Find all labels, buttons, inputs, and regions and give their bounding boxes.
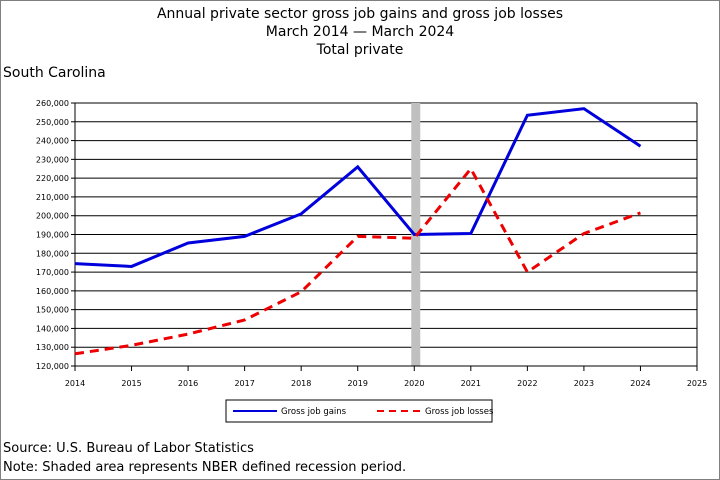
chart-subtitle-dates: March 2014 — March 2024 bbox=[265, 24, 455, 40]
y-tick-label: 180,000 bbox=[36, 249, 69, 258]
legend-box bbox=[225, 399, 493, 423]
y-tick-label: 260,000 bbox=[36, 99, 69, 108]
x-tick-label: 2021 bbox=[461, 379, 481, 388]
chart-subtitle-category: Total private bbox=[316, 42, 404, 58]
source-note: Source: U.S. Bureau of Labor Statistics bbox=[3, 441, 254, 456]
x-tick-label: 2019 bbox=[348, 379, 368, 388]
y-tick-label: 220,000 bbox=[36, 174, 69, 183]
x-tick-label: 2022 bbox=[517, 379, 537, 388]
axis-layer: 120,000 130,000 140,000 150,000 160,000 170,0… bbox=[36, 99, 707, 388]
legend: Gross job gains Gross job losses bbox=[225, 399, 494, 423]
recession-note: Note: Shaded area represents NBER define… bbox=[3, 460, 407, 475]
legend-label-losses: Gross job losses bbox=[425, 407, 494, 417]
legend-label-gains: Gross job gains bbox=[281, 407, 347, 417]
x-tick-label: 2017 bbox=[234, 379, 254, 388]
chart-title: Annual private sector gross job gains an… bbox=[156, 6, 564, 22]
y-tick-label: 230,000 bbox=[36, 155, 69, 164]
x-tick-label: 2024 bbox=[630, 379, 650, 388]
y-tick-label: 140,000 bbox=[36, 324, 69, 333]
y-tick-label: 250,000 bbox=[36, 118, 69, 127]
y-tick-label: 210,000 bbox=[36, 193, 69, 202]
x-tick-label: 2015 bbox=[121, 379, 141, 388]
x-tick-label: 2014 bbox=[65, 379, 85, 388]
y-tick-label: 190,000 bbox=[36, 231, 69, 240]
region-label: South Carolina bbox=[3, 65, 106, 81]
x-tick-label: 2018 bbox=[291, 379, 311, 388]
x-tick-label: 2016 bbox=[178, 379, 198, 388]
grid-layer bbox=[75, 102, 697, 367]
y-tick-label: 200,000 bbox=[36, 212, 69, 221]
series-line-gross-job-losses bbox=[74, 166, 641, 356]
y-tick-label: 240,000 bbox=[36, 137, 69, 146]
y-tick-label: 150,000 bbox=[36, 306, 69, 315]
x-tick-label: 2025 bbox=[687, 379, 707, 388]
series-line-gross-job-gains bbox=[74, 107, 642, 268]
y-tick-label: 160,000 bbox=[36, 287, 69, 296]
chart-title-block: Annual private sector gross job gains an… bbox=[0, 5, 720, 59]
series-layer bbox=[74, 107, 642, 356]
x-tick-label: 2023 bbox=[574, 379, 594, 388]
y-tick-label: 120,000 bbox=[36, 362, 69, 371]
y-tick-label: 130,000 bbox=[36, 343, 69, 352]
x-tick-label: 2020 bbox=[404, 379, 424, 388]
y-tick-label: 170,000 bbox=[36, 268, 69, 277]
